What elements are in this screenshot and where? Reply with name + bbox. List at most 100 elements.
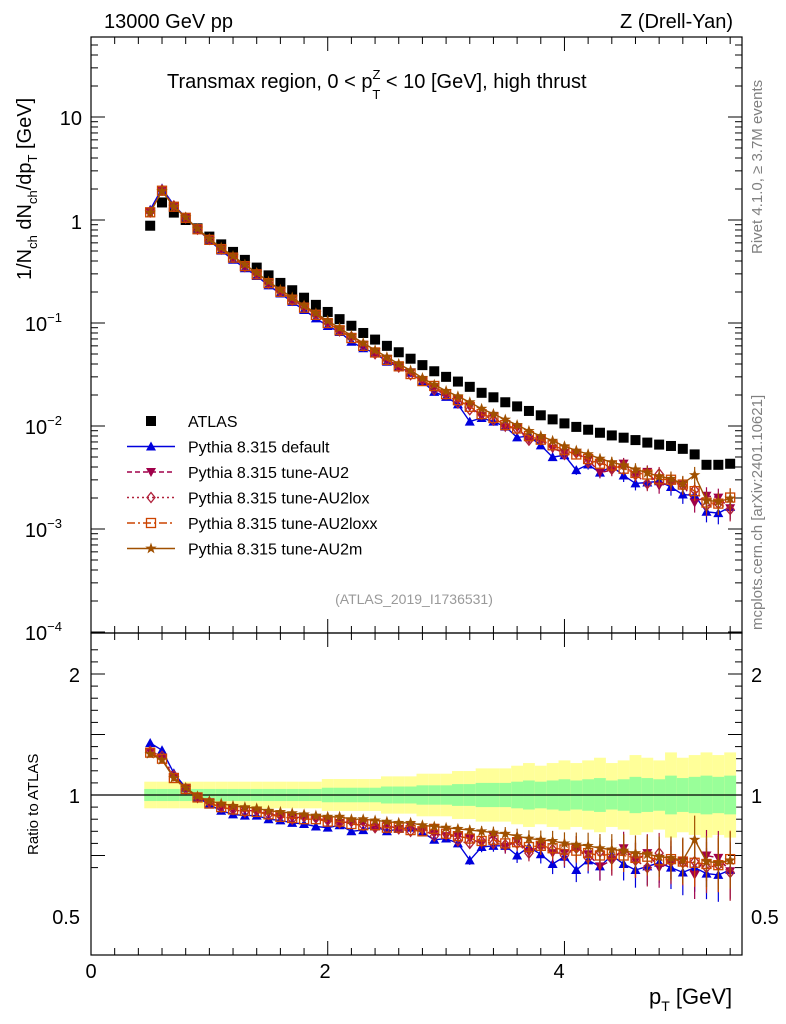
- ratio-point: [571, 865, 582, 875]
- ratio-point: [712, 856, 724, 868]
- ratio-tick-label-0.5: 0.5: [52, 907, 80, 929]
- series-point: [404, 364, 417, 376]
- series-point: [333, 322, 346, 333]
- atlas-point: [310, 299, 321, 310]
- ratio-point: [429, 830, 440, 843]
- legend-marker: [146, 468, 156, 477]
- legend-label: Pythia 8.315 tune-AU2: [188, 465, 349, 482]
- series-line-1: [149, 189, 731, 509]
- series-point: [227, 250, 239, 261]
- series-point: [464, 396, 476, 407]
- ratio-point: [168, 772, 180, 783]
- ratio-point: [404, 816, 417, 828]
- legend-marker: [146, 441, 156, 451]
- atlas-point: [488, 392, 499, 403]
- ratio-point: [180, 781, 192, 793]
- ratio-tick-label-1: 1: [69, 786, 80, 808]
- atlas-point: [535, 410, 546, 421]
- series-point: [168, 200, 180, 212]
- ratio-point: [262, 804, 275, 816]
- plot-title: Transmax region, 0 < pZ T < 10 [GeV], hig…: [167, 67, 587, 102]
- ratio-point: [546, 835, 559, 846]
- series-point: [416, 372, 429, 383]
- ratio-point: [724, 854, 736, 866]
- ratio-point: [688, 833, 701, 845]
- atlas-point: [168, 207, 179, 218]
- ratio-point: [370, 821, 380, 834]
- ratio-point: [487, 826, 500, 838]
- atlas-point: [523, 405, 534, 416]
- series-point: [641, 466, 653, 478]
- y-tick-label-1: 1: [71, 212, 82, 234]
- legend-label: Pythia 8.315 tune-AU2loxx: [188, 516, 377, 533]
- ratio-tick-label-right-1: 1: [751, 786, 762, 808]
- series-point: [523, 424, 535, 436]
- legend-label: Pythia 8.315 tune-AU2lox: [188, 491, 369, 508]
- ratio-point: [464, 837, 475, 850]
- series-point: [535, 430, 547, 441]
- atlas-point: [689, 449, 700, 460]
- ratio-tick-label-right-0.5: 0.5: [751, 907, 779, 929]
- ratio-point: [144, 747, 156, 759]
- series-point: [606, 456, 618, 467]
- atlas-point: [334, 314, 345, 325]
- ratio-point: [629, 847, 642, 858]
- series-point: [322, 314, 334, 326]
- ratio-point: [156, 753, 168, 765]
- ratio-point: [286, 807, 298, 818]
- series-point: [310, 307, 322, 319]
- atlas-point: [571, 421, 582, 432]
- series-point: [689, 485, 700, 497]
- series-point: [393, 357, 405, 369]
- y-tick-label-1e-4: 10−4: [25, 619, 62, 645]
- series-point: [653, 470, 665, 482]
- atlas-point: [500, 397, 511, 408]
- series-point: [724, 492, 736, 504]
- atlas-point: [701, 459, 712, 470]
- series-point: [547, 452, 558, 462]
- atlas-point: [642, 437, 653, 448]
- series-point: [475, 402, 488, 414]
- ratio-point: [511, 830, 523, 841]
- series-point: [594, 468, 605, 478]
- series-point: [488, 414, 499, 427]
- ratio-point: [606, 843, 618, 855]
- atlas-point: [417, 360, 428, 371]
- ratio-point: [429, 834, 440, 844]
- ratio-point: [274, 805, 287, 817]
- ratio-point: [464, 824, 476, 835]
- y-tick-label-10: 10: [60, 108, 82, 130]
- ratio-point: [333, 810, 346, 822]
- series-point: [571, 465, 582, 475]
- ratio-point: [582, 839, 594, 851]
- atlas-point: [322, 306, 333, 317]
- atlas-point: [441, 371, 452, 382]
- ratio-point: [464, 855, 475, 865]
- atlas-point: [393, 347, 404, 358]
- series-point: [453, 396, 463, 409]
- legend-marker: [146, 416, 156, 426]
- ratio-point: [677, 854, 689, 866]
- atlas-point: [452, 376, 463, 387]
- ratio-series-layer: [144, 737, 736, 902]
- mcplots-label: mcplots.cern.ch [arXiv:2401.10621]: [749, 395, 766, 630]
- ratio-point: [558, 837, 571, 849]
- y-tick-label-1e-1: 10−1: [25, 310, 62, 336]
- series-point: [688, 469, 701, 480]
- atlas-point: [559, 418, 570, 429]
- ratio-point: [145, 745, 156, 758]
- atlas-point: [630, 435, 641, 446]
- atlas-point: [464, 381, 475, 392]
- series-point: [500, 419, 511, 432]
- ratio-tick-label-2: 2: [69, 665, 80, 687]
- atlas-point: [665, 440, 676, 451]
- ratio-point: [393, 816, 405, 828]
- series-point: [725, 503, 735, 516]
- axis-ticks: [90, 37, 742, 955]
- ratio-point: [547, 858, 558, 868]
- series-point: [369, 344, 381, 355]
- ratio-point: [227, 799, 239, 811]
- legend-marker: [146, 491, 156, 504]
- atlas-point: [429, 366, 440, 377]
- series-point: [464, 416, 475, 426]
